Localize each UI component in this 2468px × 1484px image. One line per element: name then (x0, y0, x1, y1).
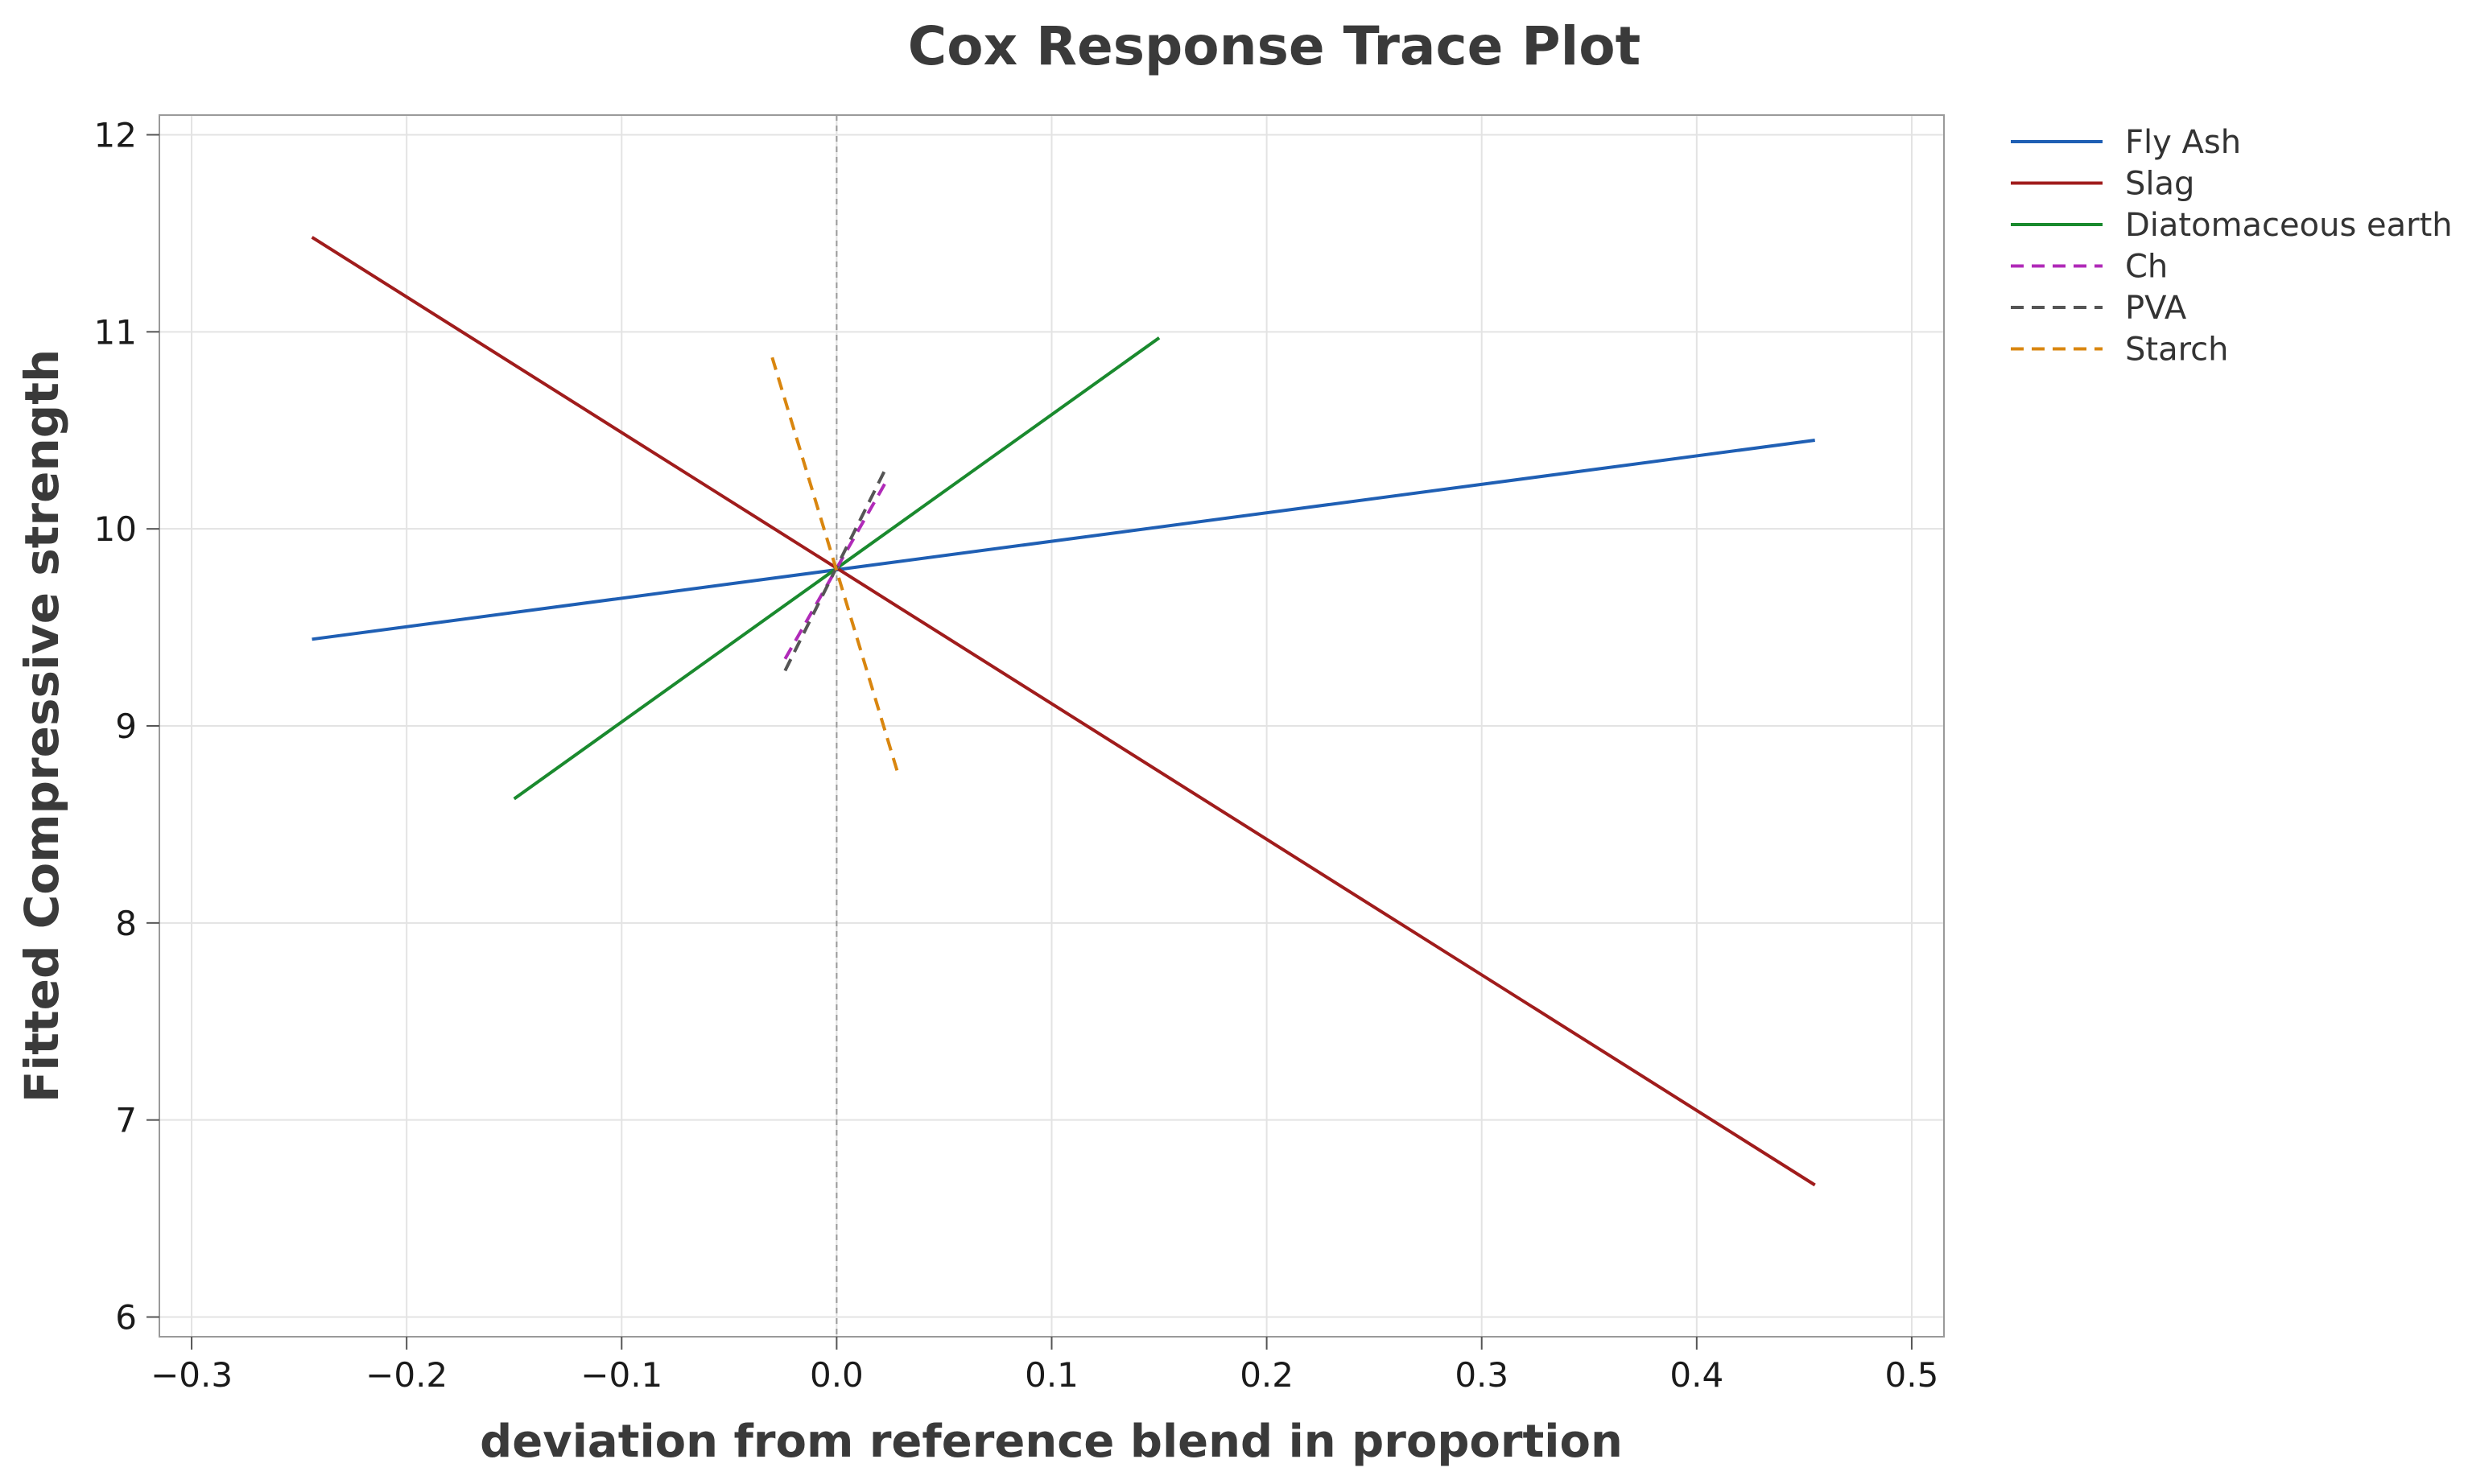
legend-label-diatomaceous-earth: Diatomaceous earth (2125, 207, 2453, 244)
x-tick-label-2: −0.1 (580, 1355, 662, 1395)
y-tick-label-3: 9 (115, 707, 137, 746)
y-tick-label-6: 12 (94, 115, 137, 155)
y-axis-ticks: 6 7 8 9 10 11 12 (94, 115, 159, 1338)
legend: Fly Ash Slag Diatomaceous earth Ch PVA Starch (2011, 124, 2453, 369)
y-tick-label-5: 11 (94, 312, 137, 352)
y-tick-label-1: 7 (115, 1101, 137, 1140)
x-tick-label-6: 0.3 (1455, 1355, 1508, 1395)
series-line-slag (311, 236, 1816, 1187)
x-tick-label-7: 0.4 (1669, 1355, 1723, 1395)
legend-label-ch: Ch (2125, 249, 2168, 286)
grid (159, 115, 1944, 1337)
legend-label-starch: Starch (2125, 332, 2229, 369)
y-tick-label-4: 10 (94, 509, 137, 549)
y-tick-label-2: 8 (115, 904, 137, 943)
legend-label-slag: Slag (2125, 166, 2194, 203)
y-tick-label-0: 6 (115, 1298, 137, 1338)
series-line-starch (770, 357, 901, 778)
x-axis-ticks: −0.3 −0.2 −0.1 0.0 0.1 0.2 0.3 0.4 0.5 (151, 1337, 1938, 1395)
x-tick-label-3: 0.0 (810, 1355, 864, 1395)
legend-label-pva: PVA (2125, 290, 2187, 327)
x-tick-label-4: 0.1 (1025, 1355, 1079, 1395)
x-tick-label-0: −0.3 (151, 1355, 233, 1395)
x-tick-label-5: 0.2 (1240, 1355, 1294, 1395)
chart-title: Cox Response Trace Plot (908, 15, 1641, 77)
x-tick-label-1: −0.2 (365, 1355, 448, 1395)
x-tick-label-8: 0.5 (1885, 1355, 1939, 1395)
x-axis-label: deviation from reference blend in propor… (480, 1416, 1623, 1468)
y-axis-label: Fitted Compressive strength (14, 349, 69, 1103)
series-line-fly-ash (312, 439, 1815, 641)
series-lines (311, 236, 1816, 1187)
series-line-ch (783, 480, 888, 660)
legend-label-fly-ash: Fly Ash (2125, 124, 2241, 161)
